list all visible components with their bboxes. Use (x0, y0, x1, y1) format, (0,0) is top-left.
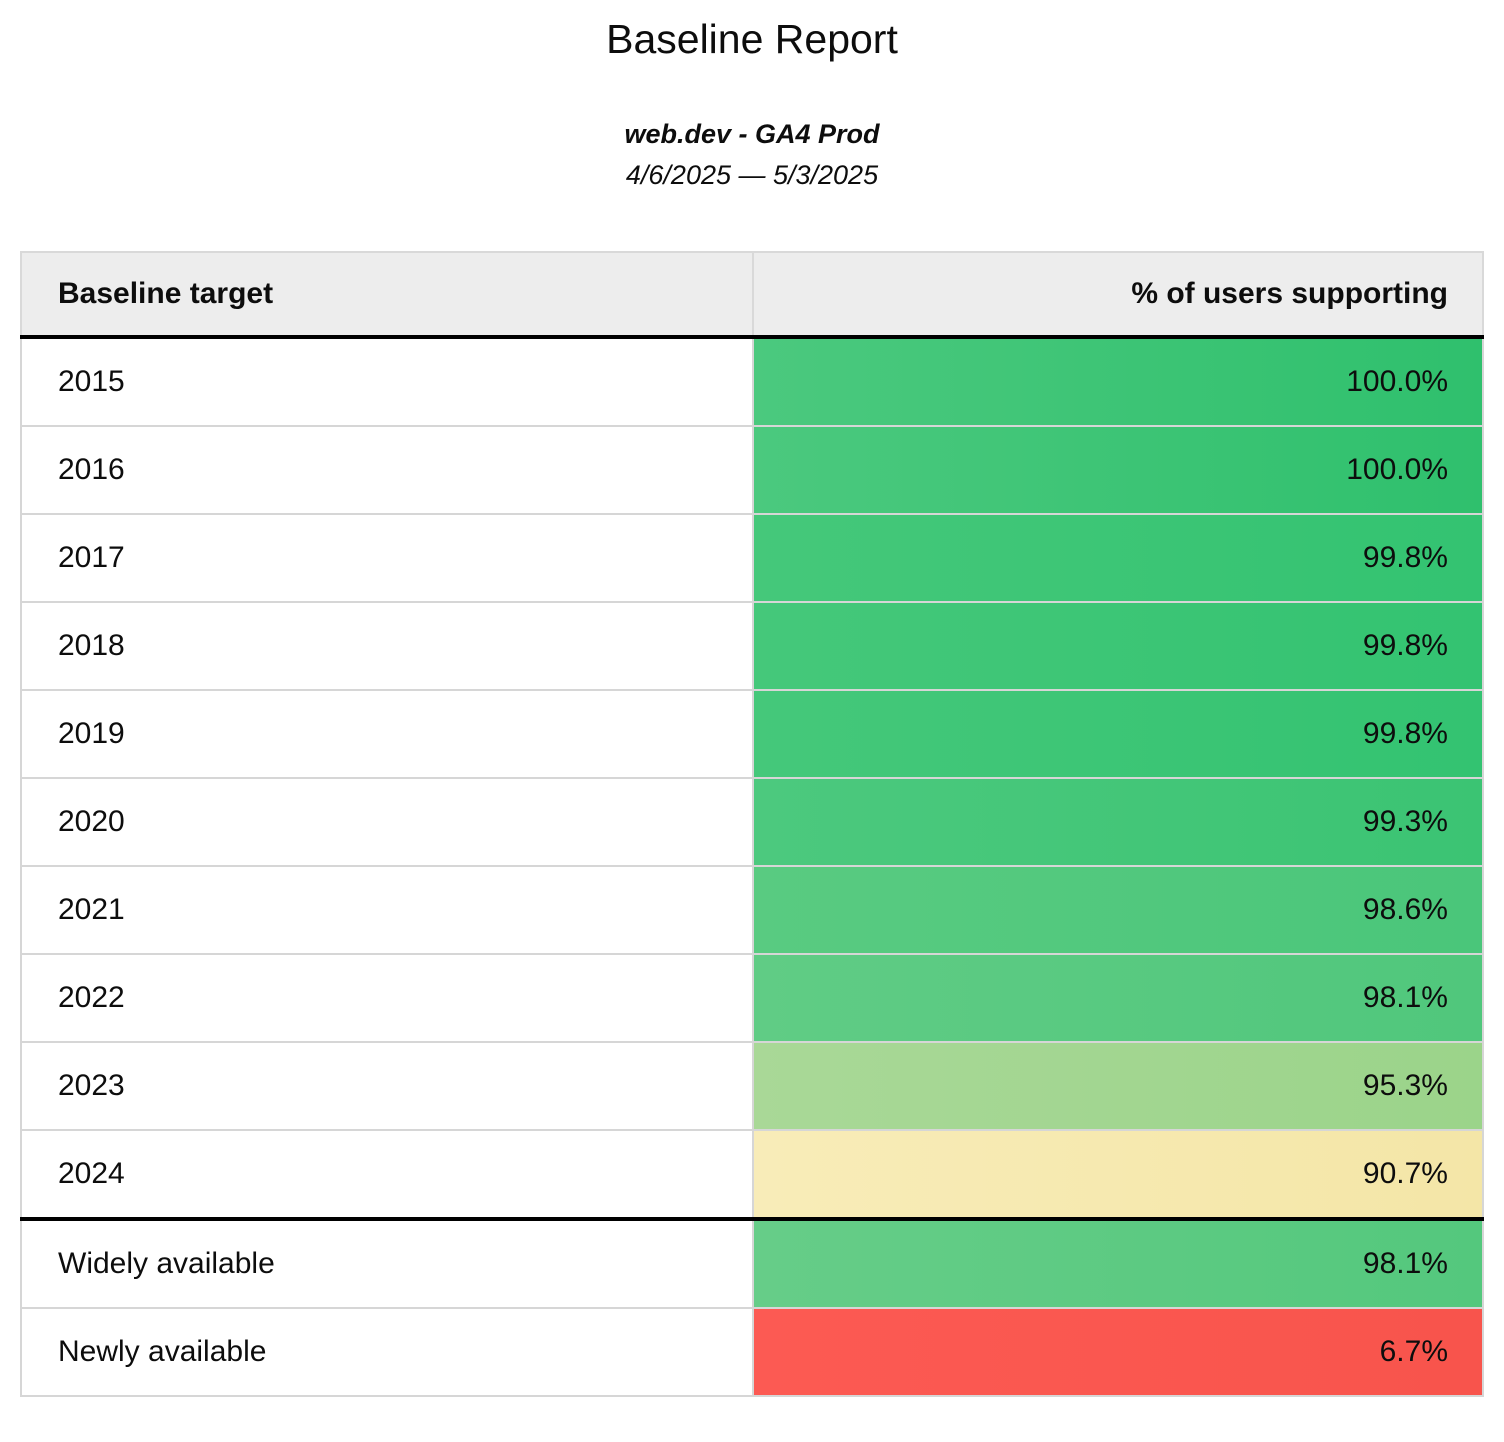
column-header-percent-supporting: % of users supporting (751, 251, 1485, 339)
table-body: 2015 100.0% 2016 100.0% 2017 99.8% 2018 … (20, 336, 1485, 1397)
percent-cell: 99.3% (751, 777, 1485, 867)
baseline-target-cell: 2024 (20, 1129, 754, 1220)
baseline-target-cell: 2021 (20, 865, 754, 955)
baseline-target-cell: 2020 (20, 777, 754, 867)
report-subtitle: web.dev - GA4 Prod (624, 119, 880, 149)
percent-cell: 100.0% (751, 336, 1485, 427)
table-row: 2022 98.1% (20, 953, 1485, 1043)
baseline-table: Baseline target % of users supporting 20… (20, 251, 1485, 1397)
percent-cell: 99.8% (751, 513, 1485, 603)
percent-cell: 90.7% (751, 1129, 1485, 1220)
percent-cell: 95.3% (751, 1041, 1485, 1131)
table-header: Baseline target % of users supporting (20, 251, 1485, 339)
report-page: Baseline Report web.dev - GA4 Prod 4/6/2… (0, 16, 1504, 1442)
page-title: Baseline Report (606, 16, 898, 62)
percent-cell: 99.8% (751, 689, 1485, 779)
baseline-target-cell: Newly available (20, 1307, 754, 1397)
percent-cell: 6.7% (751, 1307, 1485, 1397)
baseline-target-cell: 2018 (20, 601, 754, 691)
baseline-target-cell: Widely available (20, 1217, 754, 1309)
table-row: Newly available 6.7% (20, 1307, 1485, 1397)
baseline-target-cell: 2016 (20, 425, 754, 515)
column-header-baseline-target: Baseline target (20, 251, 754, 339)
table-row: 2018 99.8% (20, 601, 1485, 691)
baseline-target-cell: 2022 (20, 953, 754, 1043)
table-row: 2020 99.3% (20, 777, 1485, 867)
table-row: 2019 99.8% (20, 689, 1485, 779)
baseline-target-cell: 2023 (20, 1041, 754, 1131)
table-row: 2015 100.0% (20, 336, 1485, 427)
percent-cell: 99.8% (751, 601, 1485, 691)
table-row: 2016 100.0% (20, 425, 1485, 515)
table-row: 2024 90.7% (20, 1129, 1485, 1220)
baseline-target-cell: 2019 (20, 689, 754, 779)
table-row: 2023 95.3% (20, 1041, 1485, 1131)
percent-cell: 100.0% (751, 425, 1485, 515)
baseline-target-cell: 2015 (20, 336, 754, 427)
table-row: 2021 98.6% (20, 865, 1485, 955)
table-row: 2017 99.8% (20, 513, 1485, 603)
report-date-range: 4/6/2025 — 5/3/2025 (625, 160, 879, 190)
percent-cell: 98.1% (751, 953, 1485, 1043)
table-row: Widely available 98.1% (20, 1217, 1485, 1309)
percent-cell: 98.6% (751, 865, 1485, 955)
table-header-row: Baseline target % of users supporting (20, 251, 1485, 339)
percent-cell: 98.1% (751, 1217, 1485, 1309)
baseline-target-cell: 2017 (20, 513, 754, 603)
